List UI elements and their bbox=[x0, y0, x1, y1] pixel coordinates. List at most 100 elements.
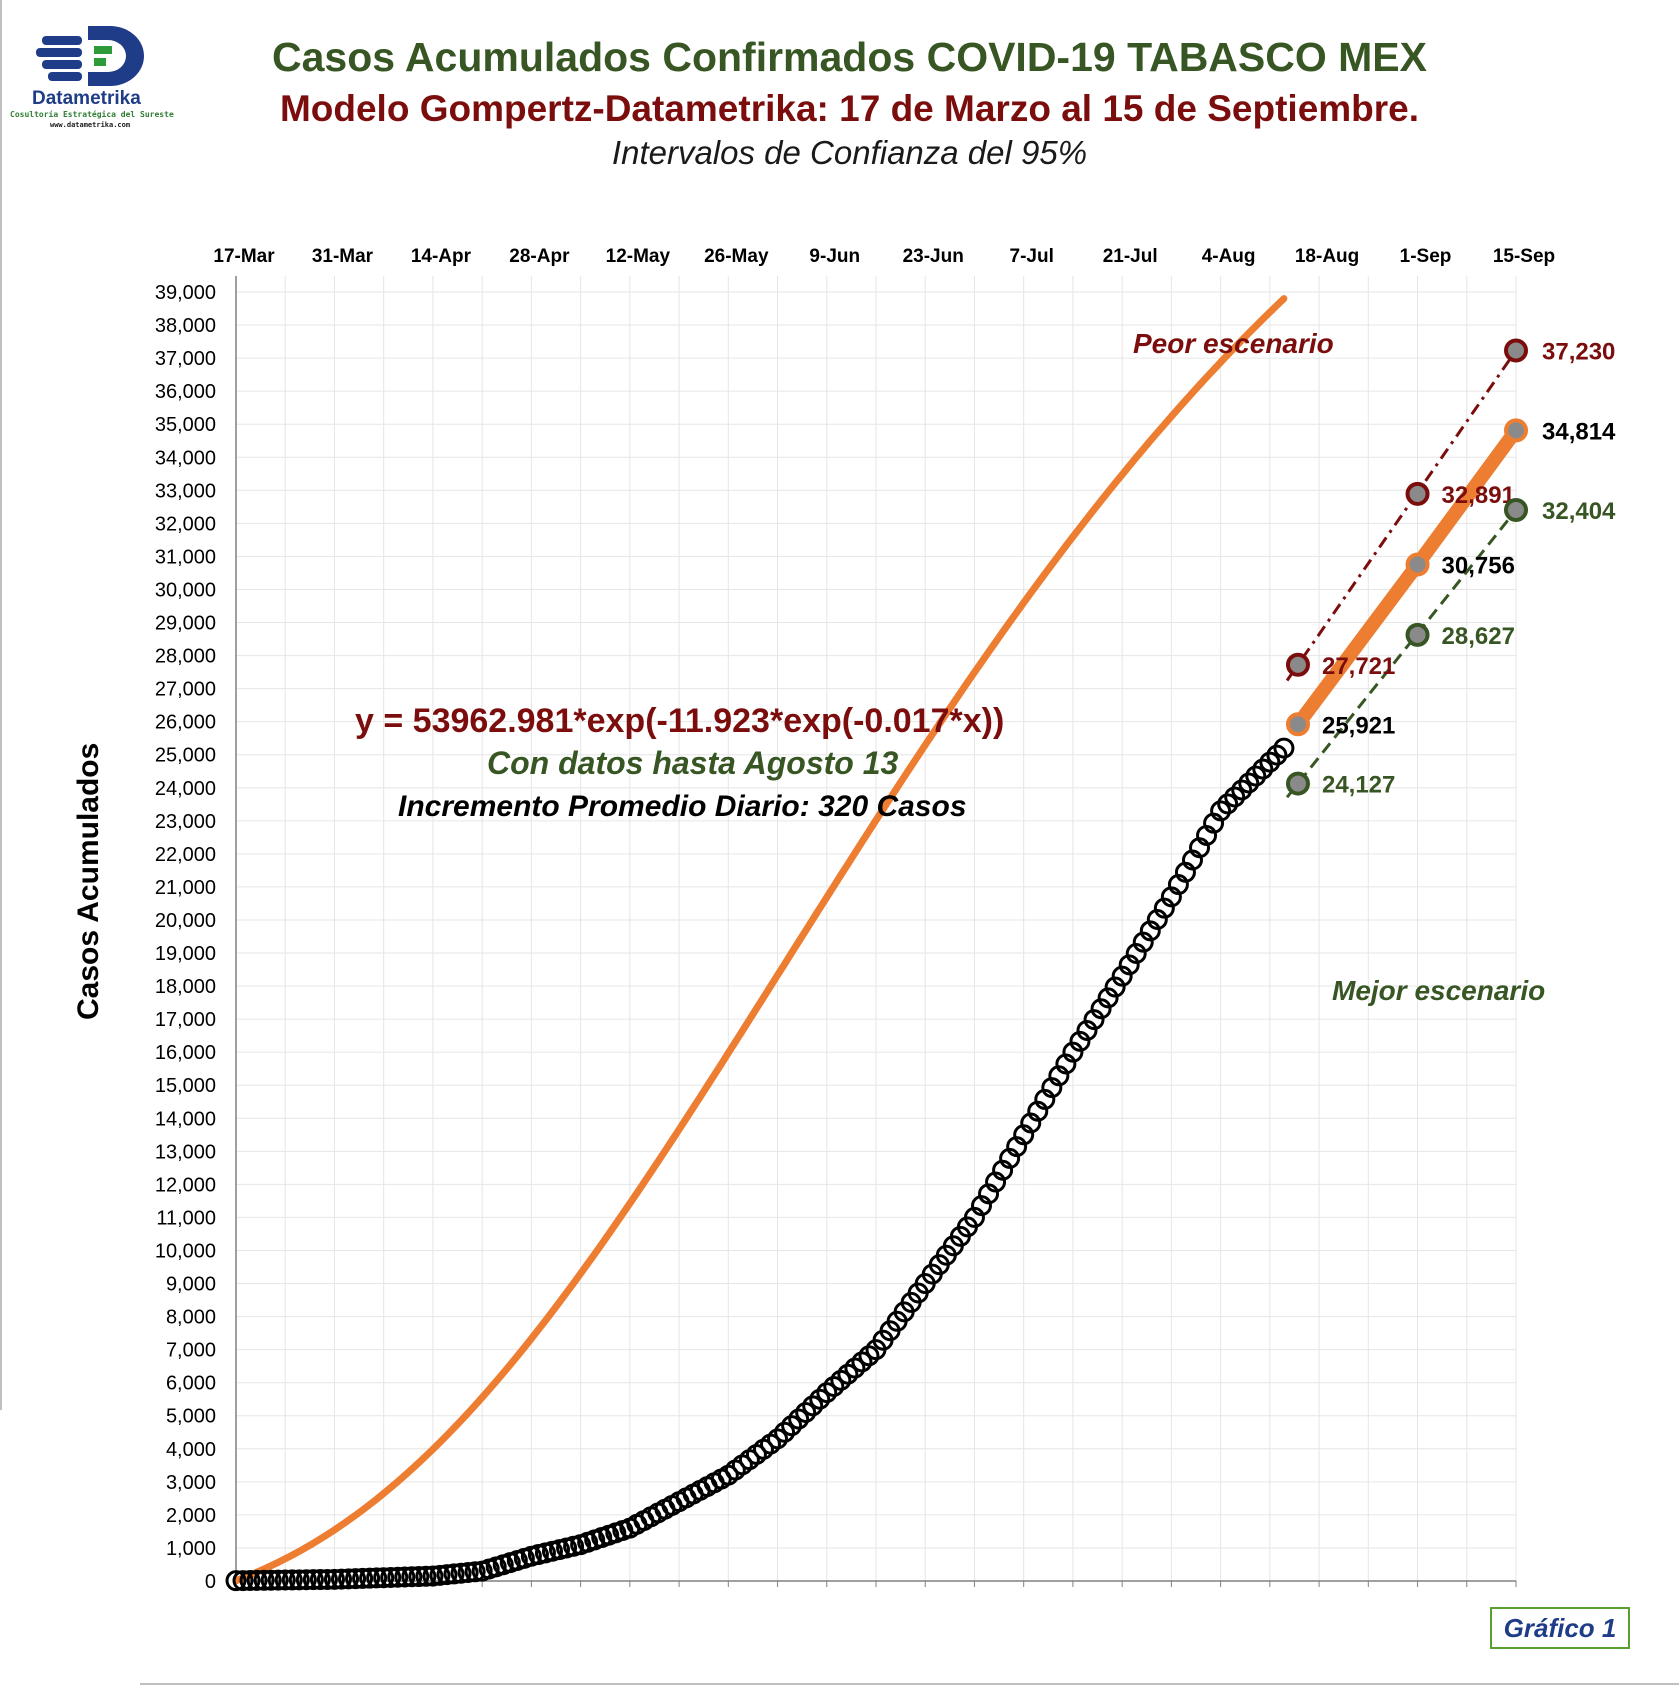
observed-point bbox=[281, 1569, 303, 1591]
y-tick-label: 39,000 bbox=[155, 282, 216, 304]
x-tick-label: 28-Apr bbox=[509, 246, 570, 267]
observed-point bbox=[774, 1421, 796, 1443]
observed-point bbox=[1062, 1041, 1084, 1063]
y-axis-label: Casos Acumulados bbox=[72, 742, 105, 1020]
observed-point bbox=[1153, 897, 1175, 919]
observed-point bbox=[408, 1566, 430, 1588]
observed-point bbox=[802, 1395, 824, 1417]
chart-title: Casos Acumulados Confirmados COVID-19 TA… bbox=[271, 34, 1427, 80]
observed-point bbox=[288, 1569, 310, 1591]
y-tick-label: 33,000 bbox=[155, 480, 216, 502]
x-tick-label: 1-Sep bbox=[1400, 246, 1452, 267]
y-tick-label: 8,000 bbox=[166, 1307, 216, 1329]
x-tick-label: 21-Jul bbox=[1103, 246, 1158, 267]
y-tick-label: 37,000 bbox=[155, 348, 216, 370]
x-tick-label: 26-May bbox=[704, 246, 769, 267]
observed-point bbox=[1076, 1019, 1098, 1041]
y-tick-label: 28,000 bbox=[155, 646, 216, 668]
observed-point bbox=[401, 1566, 423, 1588]
y-tick-label: 38,000 bbox=[155, 315, 216, 337]
observed-point bbox=[795, 1401, 817, 1423]
y-tick-label: 32,000 bbox=[155, 513, 216, 535]
observed-point bbox=[225, 1570, 247, 1592]
y-tick-label: 9,000 bbox=[166, 1274, 216, 1296]
y-tick-label: 36,000 bbox=[155, 381, 216, 403]
x-tick-label: 12-May bbox=[606, 246, 671, 267]
observed-point bbox=[1273, 737, 1295, 759]
y-tick-label: 10,000 bbox=[155, 1240, 216, 1262]
forecast-best-point bbox=[1405, 622, 1430, 647]
observed-point bbox=[1118, 954, 1140, 976]
observed-point bbox=[380, 1566, 402, 1588]
forecast-worst-point bbox=[1504, 338, 1528, 363]
frame-left-border bbox=[0, 0, 2, 1410]
observed-point bbox=[302, 1569, 324, 1591]
x-tick-label: 31-Mar bbox=[312, 246, 374, 267]
observed-point bbox=[1111, 965, 1133, 987]
forecast-worst-line bbox=[1285, 349, 1518, 682]
observed-point bbox=[267, 1569, 289, 1591]
daily-increase-note: Incremento Promedio Diario: 320 Casos bbox=[398, 790, 967, 823]
observed-point bbox=[1132, 931, 1154, 953]
y-tick-label: 7,000 bbox=[166, 1340, 216, 1362]
chart-subtitle-confidence: Intervalos de Confianza del 95% bbox=[611, 134, 1088, 171]
observed-point bbox=[809, 1388, 831, 1410]
y-tick-label: 14,000 bbox=[155, 1108, 216, 1130]
observed-point bbox=[457, 1562, 479, 1584]
forecast-best-label: 28,627 bbox=[1442, 623, 1515, 650]
y-tick-label: 20,000 bbox=[155, 910, 216, 932]
forecast-worst-point bbox=[1405, 481, 1430, 506]
observed-point bbox=[1224, 786, 1246, 808]
y-tick-label: 11,000 bbox=[156, 1207, 216, 1229]
forecast-central-point bbox=[1285, 712, 1310, 737]
y-tick-label: 30,000 bbox=[155, 579, 216, 601]
y-tick-label: 15,000 bbox=[155, 1075, 216, 1097]
observed-point bbox=[338, 1568, 360, 1590]
x-tick-label: 15-Sep bbox=[1493, 246, 1555, 267]
y-tick-label: 4,000 bbox=[166, 1439, 216, 1461]
observed-point bbox=[387, 1566, 409, 1588]
observed-point bbox=[1266, 744, 1288, 766]
observed-point bbox=[1231, 779, 1253, 801]
forecast-central-label: 25,921 bbox=[1322, 712, 1395, 739]
observed-point bbox=[1245, 765, 1267, 787]
observed-point bbox=[323, 1568, 345, 1590]
x-tick-label: 18-Aug bbox=[1295, 246, 1359, 267]
model-equation: y = 53962.981*exp(-11.923*exp(-0.017*x)) bbox=[355, 702, 1005, 740]
observed-point bbox=[239, 1569, 261, 1591]
observed-point bbox=[1217, 793, 1239, 815]
logo-url: www.datametrika.com bbox=[50, 121, 131, 129]
forecast-best-label: 24,127 bbox=[1322, 772, 1395, 799]
y-tick-label: 35,000 bbox=[155, 414, 216, 436]
y-tick-label: 19,000 bbox=[155, 943, 216, 965]
forecast-best-label: 32,404 bbox=[1542, 498, 1616, 525]
forecast-best-line bbox=[1285, 509, 1518, 799]
observed-point bbox=[352, 1567, 374, 1589]
observed-point bbox=[1139, 920, 1161, 942]
observed-point bbox=[1259, 751, 1281, 773]
forecast-worst-label: 32,891 bbox=[1442, 482, 1515, 509]
observed-point bbox=[1069, 1030, 1091, 1052]
y-tick-label: 27,000 bbox=[155, 679, 216, 701]
forecast-central-point bbox=[1405, 552, 1430, 577]
observed-point bbox=[309, 1569, 331, 1591]
y-tick-label: 22,000 bbox=[155, 844, 216, 866]
y-tick-label: 5,000 bbox=[166, 1406, 216, 1428]
observed-point bbox=[316, 1568, 338, 1590]
forecast-central-label: 34,814 bbox=[1542, 418, 1616, 445]
observed-point bbox=[345, 1568, 367, 1590]
x-tick-label: 14-Apr bbox=[411, 246, 472, 267]
datametrika-logo-icon bbox=[36, 26, 144, 86]
observed-point bbox=[450, 1562, 472, 1584]
y-tick-label: 34,000 bbox=[155, 447, 216, 469]
best-scenario-label: Mejor escenario bbox=[1332, 975, 1546, 1006]
observed-point bbox=[1238, 772, 1260, 794]
observed-point bbox=[246, 1569, 268, 1591]
x-tick-label: 4-Aug bbox=[1202, 246, 1256, 267]
observed-point bbox=[464, 1561, 486, 1583]
observed-point bbox=[274, 1569, 296, 1591]
observed-point bbox=[394, 1566, 416, 1588]
observed-point bbox=[422, 1565, 444, 1587]
